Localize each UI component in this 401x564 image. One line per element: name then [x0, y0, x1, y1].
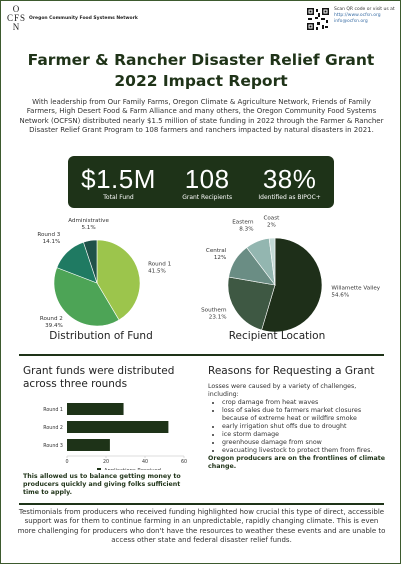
slice-label: Central	[206, 248, 227, 254]
slice-value-label: 54.6%	[331, 293, 349, 299]
pie-slice	[261, 237, 323, 333]
slice-value-label: 5.1%	[81, 225, 95, 231]
x-tick-label: 0	[65, 459, 68, 465]
pie-slice	[53, 267, 120, 327]
y-tick-label: Round 1	[43, 407, 63, 413]
qr-code	[306, 7, 330, 31]
stats-box: $1.5M Total Fund 108 Grant Recipients 38% I…	[68, 156, 334, 208]
website-link[interactable]: http://www.ocfsn.org	[334, 13, 381, 18]
slice-label: Coast	[263, 216, 280, 222]
slice-value-label: 39.4%	[45, 323, 63, 329]
chart-title: Distribution of Fund	[49, 330, 153, 342]
reasons-intro: Losses were caused by a variety of chall…	[208, 383, 357, 398]
slice-label: Round 1	[148, 261, 171, 267]
slice-label: Round 2	[40, 316, 63, 322]
bar-chart: Round 1 Round 2 Round 3 0 20 40 60 Applications…	[43, 403, 187, 470]
legend-swatch	[97, 468, 101, 470]
legend-label: Applications Received	[104, 468, 161, 470]
logo: O CFS N	[7, 5, 25, 32]
x-tick-label: 40	[142, 459, 148, 465]
reason-item: early irrigation shut offs due to drough…	[222, 423, 388, 431]
reason-item: greenhouse damage from snow	[222, 439, 388, 447]
stat-value: $1.5M	[81, 163, 156, 194]
reason-item: loss of sales due to farmers market clos…	[222, 407, 388, 423]
logo-middle: CFS	[7, 13, 27, 23]
stat: $1.5M Total Fund	[81, 164, 156, 201]
org-name: Oregon Community Food Systems Network	[29, 16, 138, 21]
reason-item: crop damage from heat waves	[222, 399, 388, 407]
logo-top: O	[12, 4, 20, 14]
reason-item: ice storm damage	[222, 431, 388, 439]
slice-value-label: 14.1%	[43, 239, 61, 245]
stat-value: 38%	[262, 163, 317, 194]
slice-value-label: 2%	[267, 223, 276, 229]
slice-label: Southern	[201, 308, 227, 314]
slice-label: Willamette Valley	[331, 286, 380, 292]
slice-value-label: 12%	[214, 255, 226, 261]
logo-bottom: N	[12, 22, 20, 32]
separator	[19, 503, 384, 505]
stat: 108 Grant Recipients	[182, 164, 232, 201]
slice-label: Administrative	[68, 218, 109, 224]
email-link[interactable]: info@ocfsn.org	[334, 19, 368, 24]
slice-label: Round 3	[37, 232, 60, 238]
slice-value-label: 41.5%	[148, 268, 166, 274]
pie-slice	[83, 239, 98, 284]
title: Farmer & Rancher Disaster Relief Grant 2…	[27, 51, 375, 90]
separator	[19, 354, 384, 356]
y-tick-label: Round 2	[43, 425, 63, 431]
slice-label: Eastern	[232, 220, 254, 226]
chart-title: Recipient Location	[229, 330, 326, 342]
x-tick-label: 60	[181, 459, 187, 465]
reason-item: evacuating livestock to protect them fro…	[222, 447, 388, 455]
footer-text: Testimonials from producers who received…	[17, 508, 386, 545]
stat-label: Identified as BIPOC+	[258, 193, 321, 201]
pie-slice	[227, 276, 276, 331]
section-heading: Grant funds were distributed across thre…	[23, 365, 175, 390]
stat: 38% Identified as BIPOC+	[258, 164, 320, 201]
reasons-list: crop damage from heat wavesloss of sales…	[208, 399, 388, 455]
contact: Scan QR code or visit us at http://www.o…	[334, 7, 398, 25]
pie-slice	[96, 239, 141, 321]
bar	[67, 421, 169, 433]
bar-note: This allowed us to balance getting money…	[23, 473, 181, 496]
section-heading: Reasons for Requesting a Grant	[208, 365, 375, 377]
intro: With leadership from Our Family Farms, O…	[19, 98, 384, 135]
pie-slice	[268, 237, 276, 286]
slice-value-label: 23.1%	[209, 315, 227, 321]
stat-label: Total Fund	[103, 193, 134, 201]
slice-value-label: 8.3%	[239, 227, 253, 233]
stat-value: 108	[184, 163, 230, 194]
x-tick-label: 20	[103, 459, 109, 465]
stat-label: Grant Recipients	[182, 193, 233, 201]
y-tick-label: Round 3	[43, 443, 63, 449]
bar	[67, 439, 110, 451]
reasons: Losses were caused by a variety of chall…	[208, 383, 388, 471]
pie-chart: Round 141.5% Round 239.4% Round 314.1% Admi…	[37, 218, 171, 342]
reasons-closing: Oregon producers are on the frontlines o…	[208, 455, 386, 470]
contact-note: Scan QR code or visit us at	[334, 7, 395, 12]
bar	[67, 403, 124, 415]
